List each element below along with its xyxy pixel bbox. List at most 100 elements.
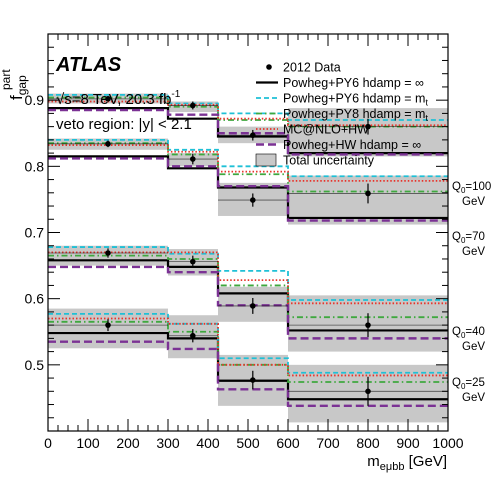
atlas-label: ATLAS <box>55 54 122 76</box>
legend-label: Powheg+PY6 hdamp = mt <box>283 92 428 108</box>
data-point <box>105 250 111 256</box>
series-line <box>48 340 448 408</box>
x-tick-label: 800 <box>356 435 380 451</box>
q0-symbol: Q <box>452 231 461 243</box>
q0-value: =100 <box>465 181 491 193</box>
series-line <box>48 157 448 222</box>
x-tick-label: 100 <box>76 435 100 451</box>
legend-label-main: Powheg+PY6 hdamp = ∞ <box>283 76 424 90</box>
y-tick-label: 0.6 <box>25 291 45 307</box>
q0-subscript: 0 <box>461 236 466 245</box>
series-line <box>48 320 448 383</box>
series-line <box>48 93 448 121</box>
q0-label: Q0=40 <box>452 326 485 340</box>
q0-unit: GeV <box>462 196 485 208</box>
x-tick-label: 300 <box>156 435 180 451</box>
q0-symbol: Q <box>452 377 461 389</box>
q0-unit: GeV <box>462 341 485 353</box>
legend-label: Powheg+HW hdamp = ∞ <box>283 138 421 152</box>
data-point <box>250 132 256 139</box>
data-points <box>48 96 448 406</box>
x-tick-label: 400 <box>196 435 220 451</box>
series-line <box>48 100 448 127</box>
series-line <box>48 251 448 305</box>
data-point <box>365 388 371 395</box>
legend-label: 2012 Data <box>283 61 341 75</box>
x-tick-label: 0 <box>44 435 52 451</box>
series-line <box>48 265 448 340</box>
data-point <box>365 322 371 328</box>
y-axis-ticks: 0.5 0.6 0.7 0.8 0.9 <box>25 46 448 419</box>
q0-label: Q0=25 <box>452 377 485 391</box>
q0-subscript: 0 <box>461 186 466 195</box>
x-axis-title-sub: eμbb <box>380 461 405 473</box>
q0-unit: GeV <box>462 246 485 258</box>
x-tick-label: 900 <box>396 435 420 451</box>
x-tick-label: 500 <box>236 435 260 451</box>
energy-label-text: √s=8 TeV, 20.3 fb <box>56 91 171 108</box>
legend-label-sub: t <box>425 113 428 123</box>
x-tick-label: 1000 <box>432 435 463 451</box>
x-axis-title: meμbb [GeV] <box>367 453 447 473</box>
x-axis-ticks: 0 100 200 300 400 500 600 700 800 900 1000 <box>44 34 464 451</box>
series-line <box>48 144 448 182</box>
data-point <box>190 102 196 109</box>
legend-label: MC@NLO+HW <box>283 123 369 137</box>
data-point <box>105 141 111 147</box>
y-axis-title: fgap part <box>0 69 29 100</box>
data-point <box>365 190 371 197</box>
data-point <box>365 123 371 130</box>
x-tick-label: 700 <box>316 435 340 451</box>
q0-symbol: Q <box>452 181 461 193</box>
data-point <box>105 96 111 102</box>
energy-label: √s=8 TeV, 20.3 fb-1 <box>56 89 181 108</box>
data-point <box>250 197 256 203</box>
legend-label-main: Powheg+PY8 hdamp = m <box>283 107 425 121</box>
legend-label-main: MC@NLO+HW <box>283 123 369 137</box>
q0-value: =25 <box>465 377 485 389</box>
y-axis-title-sup: part <box>0 69 13 90</box>
energy-label-sup: -1 <box>171 89 180 100</box>
legend-label-main: 2012 Data <box>283 61 341 75</box>
legend-label-main: Powheg+PY6 hdamp = m <box>283 92 425 106</box>
x-tick-label: 200 <box>116 435 140 451</box>
y-axis-title-text: fgap <box>7 75 29 100</box>
data-point <box>190 332 196 339</box>
q0-unit: GeV <box>462 392 485 404</box>
q0-symbol: Q <box>452 326 461 338</box>
q0-label: Q0=100 <box>452 181 491 195</box>
q0-label: Q0=70 <box>452 231 485 245</box>
x-tick-label: 600 <box>276 435 300 451</box>
q0-value: =70 <box>465 231 485 243</box>
legend-label: Total uncertainty <box>283 154 375 168</box>
y-axis-title-main: f <box>7 95 26 100</box>
y-axis-title-sub: gap <box>15 75 29 95</box>
data-point <box>190 156 196 162</box>
x-axis-title-main: m <box>367 453 380 470</box>
data-point <box>250 377 256 383</box>
legend-label-sub: t <box>425 98 428 108</box>
data-point <box>105 322 111 328</box>
legend-label: Powheg+PY6 hdamp = ∞ <box>283 76 424 90</box>
legend-marker-band <box>255 153 277 167</box>
data-point <box>190 258 196 265</box>
legend-label: Powheg+PY8 hdamp = mt <box>283 107 428 123</box>
legend-marker-data <box>266 64 272 70</box>
data-point <box>250 303 256 309</box>
legend-label-main: Total uncertainty <box>283 154 375 168</box>
series-line <box>48 317 448 377</box>
q0-subscript: 0 <box>461 331 466 340</box>
y-tick-label: 0.7 <box>25 225 45 241</box>
series-line <box>48 108 448 156</box>
x-axis-title-unit: [GeV] <box>404 453 447 470</box>
y-tick-label: 0.5 <box>25 357 45 373</box>
q0-subscript: 0 <box>461 382 466 391</box>
y-tick-label: 0.9 <box>25 92 45 108</box>
y-tick-label: 0.8 <box>25 158 45 174</box>
legend-label-main: Powheg+HW hdamp = ∞ <box>283 138 421 152</box>
q0-value: =40 <box>465 326 485 338</box>
region-label: veto region: |y| < 2.1 <box>56 116 192 133</box>
